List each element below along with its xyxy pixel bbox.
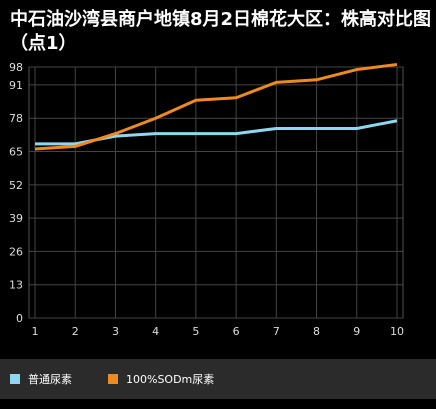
- x-tick-label: 6: [233, 325, 240, 338]
- grid: [29, 66, 403, 319]
- x-tick-label: 8: [313, 325, 320, 338]
- x-tick-label: 3: [112, 325, 119, 338]
- legend-swatch-1: [10, 374, 20, 384]
- series-line-2: [34, 62, 398, 151]
- legend-label-1: 普通尿素: [28, 373, 72, 386]
- x-axis: 1 2 3 4 5 6 7 8 9 10: [32, 325, 405, 338]
- y-tick-label: 26: [9, 245, 23, 258]
- legend-item-1: 普通尿素: [10, 371, 72, 387]
- x-tick-label: 1: [32, 325, 39, 338]
- plot-area: [28, 66, 404, 319]
- x-tick-label: 2: [72, 325, 79, 338]
- y-tick-label: 39: [9, 212, 23, 225]
- y-tick-label: 65: [9, 146, 23, 159]
- y-tick-label: 91: [9, 79, 23, 92]
- y-tick-label: 13: [9, 279, 23, 292]
- x-tick-label: 10: [390, 325, 404, 338]
- series-lines: [34, 62, 398, 151]
- y-tick-label: 98: [9, 61, 23, 74]
- x-tick-label: 9: [353, 325, 360, 338]
- legend-item-2: 100%SODm尿素: [108, 371, 214, 387]
- legend-swatch-2: [108, 374, 118, 384]
- x-tick-label: 5: [192, 325, 199, 338]
- x-tick-label: 4: [152, 325, 159, 338]
- legend: 普通尿素 100%SODm尿素: [0, 359, 436, 399]
- y-tick-label: 78: [9, 112, 23, 125]
- x-tick-label: 7: [273, 325, 280, 338]
- y-tick-label: 52: [9, 179, 23, 192]
- chart-title: 中石油沙湾县商户地镇8月2日棉花大区：株高对比图（点1）: [10, 9, 432, 54]
- legend-label-2: 100%SODm尿素: [126, 373, 215, 386]
- y-axis: 0 13 26 39 52 65 78 91 98: [9, 61, 23, 325]
- y-tick-label: 0: [16, 312, 23, 325]
